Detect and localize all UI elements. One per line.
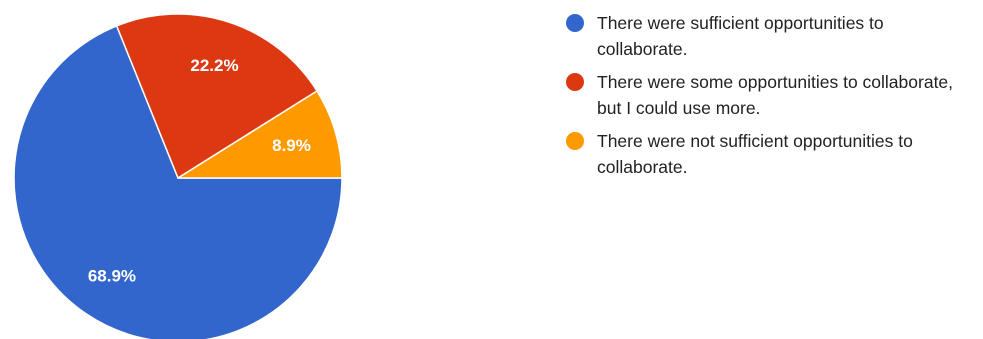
slice-labels: 68.9% 22.2% 8.9%: [88, 56, 311, 285]
chart-legend: There were sufficient opportunities to c…: [566, 10, 976, 187]
pie-slice[interactable]: [13, 25, 343, 339]
legend-swatch-icon: [566, 73, 584, 91]
legend-item[interactable]: There were some opportunities to collabo…: [566, 69, 976, 121]
pie-slices: [13, 13, 343, 339]
slice-percent-label: 22.2%: [190, 56, 238, 75]
slice-percent-label: 68.9%: [88, 266, 136, 285]
legend-label: There were some opportunities to collabo…: [597, 72, 954, 118]
pie-chart: 68.9% 22.2% 8.9%: [13, 13, 343, 339]
pie-slice[interactable]: [115, 13, 318, 179]
legend-swatch-icon: [566, 132, 584, 150]
legend-item[interactable]: There were sufficient opportunities to c…: [566, 10, 976, 62]
legend-label: There were not sufficient opportunities …: [597, 131, 913, 177]
pie-slice[interactable]: [177, 90, 343, 179]
legend-label: There were sufficient opportunities to c…: [597, 13, 884, 59]
slice-percent-label: 8.9%: [272, 136, 311, 155]
legend-swatch-icon: [566, 14, 584, 32]
legend-item[interactable]: There were not sufficient opportunities …: [566, 128, 976, 180]
